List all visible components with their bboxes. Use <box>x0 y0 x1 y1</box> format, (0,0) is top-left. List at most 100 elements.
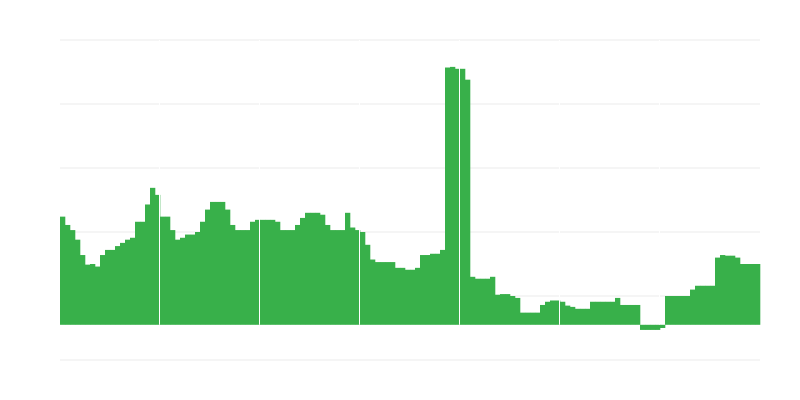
bar <box>665 296 671 325</box>
bar <box>710 285 716 325</box>
bar <box>200 221 206 325</box>
bar <box>755 264 761 325</box>
bar <box>425 255 431 325</box>
bar <box>325 224 331 325</box>
bar <box>265 219 271 325</box>
bar <box>255 219 261 325</box>
bar <box>455 68 461 325</box>
bar <box>290 230 296 325</box>
bar <box>495 294 501 325</box>
bar <box>610 301 616 325</box>
bar <box>235 230 241 325</box>
bar <box>285 230 291 325</box>
bar <box>560 301 566 325</box>
bar <box>370 259 376 325</box>
bar <box>170 230 176 325</box>
bar <box>740 264 746 325</box>
bar <box>730 255 736 325</box>
bar <box>400 267 406 325</box>
bar <box>595 301 601 325</box>
bar <box>585 308 591 325</box>
bar <box>745 264 751 325</box>
bar <box>155 194 161 325</box>
bar <box>635 304 641 325</box>
bar <box>195 232 201 325</box>
bar <box>620 304 626 325</box>
bar <box>450 66 456 325</box>
bar <box>60 216 66 325</box>
bar <box>465 79 471 325</box>
bar <box>430 253 436 325</box>
bar <box>340 230 346 325</box>
bar <box>390 262 396 325</box>
bar <box>305 212 311 325</box>
bar <box>440 249 446 325</box>
bar <box>270 219 276 325</box>
bar <box>350 227 356 325</box>
bar <box>705 285 711 325</box>
bar <box>395 267 401 325</box>
bar <box>365 244 371 325</box>
bar <box>550 300 556 325</box>
bar <box>120 242 126 325</box>
bar <box>320 214 326 325</box>
bar <box>415 267 421 325</box>
bar <box>650 324 656 330</box>
bar <box>685 296 691 325</box>
bar <box>110 249 116 325</box>
bar <box>275 221 281 325</box>
bar <box>435 253 441 325</box>
bar <box>220 201 226 325</box>
bar <box>250 221 256 325</box>
bar <box>460 68 466 325</box>
period-separators <box>159 40 660 325</box>
bar <box>90 264 96 325</box>
bar <box>85 264 91 325</box>
bar <box>230 224 236 325</box>
bar <box>500 294 506 325</box>
bar <box>615 297 621 325</box>
bar <box>605 301 611 325</box>
bar <box>630 304 636 325</box>
bar <box>345 212 351 325</box>
bar <box>405 269 411 325</box>
bar <box>570 306 576 325</box>
bar <box>150 187 156 325</box>
bar <box>145 204 151 325</box>
bar <box>245 230 251 325</box>
bar <box>330 230 336 325</box>
bar <box>165 216 171 325</box>
bar <box>80 255 86 325</box>
bar <box>690 289 696 325</box>
bar <box>135 221 141 325</box>
bar <box>215 201 221 325</box>
bar <box>555 300 561 325</box>
bar <box>175 239 181 325</box>
bar <box>315 212 321 325</box>
bar <box>640 324 646 330</box>
bars <box>60 66 761 330</box>
bar <box>695 285 701 325</box>
bar <box>160 216 166 325</box>
bar <box>680 296 686 325</box>
bar <box>225 209 231 325</box>
bar <box>65 224 71 325</box>
bar <box>375 262 381 325</box>
bar <box>385 262 391 325</box>
bar <box>205 209 211 325</box>
bar <box>125 239 131 325</box>
bar <box>70 230 76 325</box>
bar <box>505 294 511 325</box>
bar <box>360 232 366 325</box>
bar <box>660 324 666 328</box>
bar <box>525 312 531 325</box>
bar <box>750 264 756 325</box>
bar <box>720 255 726 325</box>
bar <box>300 217 306 325</box>
bar <box>75 239 81 325</box>
bar <box>355 230 361 325</box>
bar <box>295 224 301 325</box>
bar <box>410 269 416 325</box>
bar <box>735 257 741 325</box>
